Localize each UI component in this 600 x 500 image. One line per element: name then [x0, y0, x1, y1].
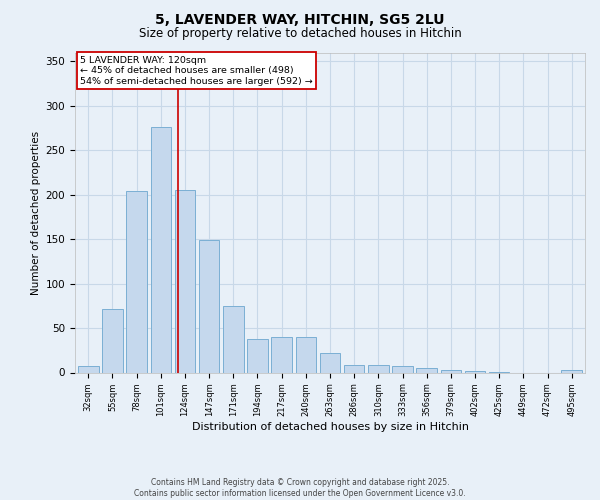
Bar — [368, 366, 389, 372]
Text: 5 LAVENDER WAY: 120sqm
← 45% of detached houses are smaller (498)
54% of semi-de: 5 LAVENDER WAY: 120sqm ← 45% of detached… — [80, 56, 313, 86]
Bar — [416, 368, 437, 372]
Bar — [271, 337, 292, 372]
Bar — [392, 366, 413, 372]
Bar — [320, 353, 340, 372]
Bar — [78, 366, 98, 372]
Bar — [562, 370, 582, 372]
Bar — [102, 308, 123, 372]
Bar — [344, 366, 364, 372]
Y-axis label: Number of detached properties: Number of detached properties — [31, 130, 41, 294]
Text: 5, LAVENDER WAY, HITCHIN, SG5 2LU: 5, LAVENDER WAY, HITCHIN, SG5 2LU — [155, 12, 445, 26]
Bar — [151, 127, 171, 372]
Text: Contains HM Land Registry data © Crown copyright and database right 2025.
Contai: Contains HM Land Registry data © Crown c… — [134, 478, 466, 498]
Bar — [127, 191, 147, 372]
Bar — [296, 337, 316, 372]
Bar — [199, 240, 220, 372]
Bar — [175, 190, 195, 372]
X-axis label: Distribution of detached houses by size in Hitchin: Distribution of detached houses by size … — [191, 422, 469, 432]
Bar — [440, 370, 461, 372]
Bar — [247, 338, 268, 372]
Bar — [465, 370, 485, 372]
Text: Size of property relative to detached houses in Hitchin: Size of property relative to detached ho… — [139, 28, 461, 40]
Bar — [223, 306, 244, 372]
